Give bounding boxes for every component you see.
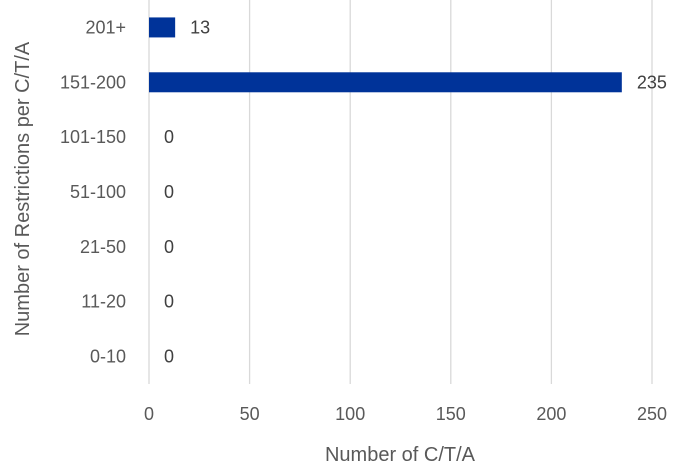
y-tick-label: 201+	[85, 17, 126, 37]
data-label-21-50: 0	[164, 237, 174, 257]
bar-151-200	[149, 72, 622, 93]
data-label-151-200: 235	[637, 72, 667, 92]
data-label-0-10: 0	[164, 347, 174, 367]
x-tick-label: 50	[240, 404, 260, 424]
data-labels: 13 235 0 0 0 0 0	[164, 17, 667, 366]
y-tick-label: 51-100	[70, 182, 126, 202]
data-label-51-100: 0	[164, 182, 174, 202]
x-axis-title: Number of C/T/A	[325, 444, 476, 465]
y-tick-label: 21-50	[80, 237, 126, 257]
y-tick-label: 101-150	[60, 127, 126, 147]
y-tick-label: 151-200	[60, 72, 126, 92]
x-tick-label: 0	[144, 404, 154, 424]
y-axis-title: Number of Restrictions per C/T/A	[12, 41, 34, 336]
bars	[149, 17, 622, 93]
data-label-201+: 13	[190, 17, 210, 37]
x-tick-label: 100	[335, 404, 365, 424]
y-tick-label: 0-10	[90, 347, 126, 367]
x-tick-label: 250	[637, 404, 667, 424]
data-label-11-20: 0	[164, 292, 174, 312]
data-label-101-150: 0	[164, 127, 174, 147]
gridlines	[148, 0, 653, 384]
x-tick-label: 150	[436, 404, 466, 424]
y-tick-label: 11-20	[81, 292, 126, 312]
x-axis-ticks: 0 50 100 150 200 250	[144, 404, 667, 424]
bar-201+	[149, 17, 176, 38]
y-axis-ticks: 201+ 151-200 101-150 51-100 21-50 11-20 0-10	[60, 17, 126, 366]
x-tick-label: 200	[536, 404, 566, 424]
